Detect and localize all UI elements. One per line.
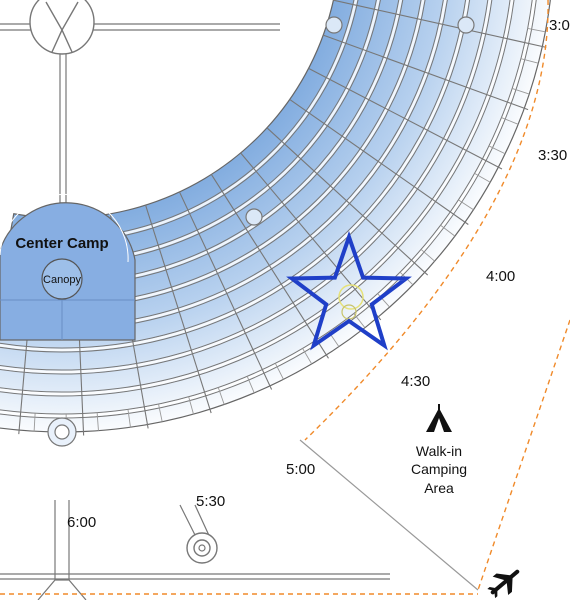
concentric-street bbox=[0, 0, 493, 375]
radial-street bbox=[308, 67, 503, 170]
star-marker-icon[interactable] bbox=[286, 230, 412, 351]
block-divider bbox=[353, 313, 366, 328]
walk-in-line1: Walk-in bbox=[416, 443, 462, 459]
block-divider bbox=[488, 145, 506, 155]
clock-label-300: 3:0 bbox=[549, 17, 570, 34]
block-divider bbox=[512, 88, 530, 95]
concentric-street-fill bbox=[0, 0, 494, 372]
block-divider bbox=[158, 403, 163, 422]
concentric-street bbox=[0, 0, 467, 349]
clock-labels: 3:0 3:30 4:00 4:30 5:00 5:30 6:00 bbox=[67, 17, 570, 531]
tent-icon bbox=[426, 404, 452, 432]
man-base bbox=[29, 0, 95, 55]
block-divider bbox=[420, 249, 436, 262]
block-divider bbox=[33, 413, 36, 432]
block-divider bbox=[217, 387, 225, 405]
walk-in-camping[interactable]: Walk-in Camping Area bbox=[411, 404, 467, 496]
block-divider bbox=[127, 409, 131, 428]
concentric-street-fill bbox=[0, 0, 538, 416]
concentric-street bbox=[0, 0, 515, 397]
block-divider bbox=[274, 363, 284, 380]
clock-label-500: 5:00 bbox=[286, 461, 315, 478]
concentric-street bbox=[0, 0, 489, 371]
clock-label-330: 3:30 bbox=[538, 147, 567, 164]
plaza-300-outer[interactable] bbox=[457, 16, 475, 34]
concentric-street bbox=[0, 0, 537, 419]
radial-street bbox=[333, 0, 547, 48]
canopy-circle[interactable] bbox=[41, 258, 83, 300]
concentric-street-fill bbox=[0, 0, 469, 352]
airplane-icon[interactable] bbox=[483, 563, 524, 600]
clock-label-400: 4:00 bbox=[486, 268, 515, 285]
plaza-300-inner[interactable] bbox=[325, 16, 343, 34]
clock-label-530: 5:30 bbox=[196, 493, 225, 510]
block-divider bbox=[188, 396, 194, 415]
concentric-street bbox=[0, 0, 471, 353]
radial-street bbox=[266, 127, 429, 276]
block-divider bbox=[246, 376, 255, 394]
block-divider bbox=[474, 173, 491, 183]
plaza-430-inner[interactable] bbox=[245, 208, 263, 226]
block-divider bbox=[501, 117, 519, 125]
radial-street bbox=[289, 99, 469, 225]
radial-street bbox=[145, 204, 212, 414]
radial-street bbox=[323, 34, 529, 111]
walk-in-line3: Area bbox=[424, 480, 454, 496]
block-divider bbox=[440, 224, 456, 237]
concentric-street-fill bbox=[0, 0, 516, 394]
concentric-street bbox=[0, 0, 511, 393]
center-camp[interactable]: Center Camp Canopy bbox=[0, 193, 136, 341]
clock-label-600: 6:00 bbox=[67, 514, 96, 531]
plazas bbox=[47, 16, 475, 447]
clock-label-430: 4:30 bbox=[401, 373, 430, 390]
block-divider bbox=[377, 293, 390, 308]
block-divider bbox=[96, 412, 99, 431]
radial-street bbox=[178, 191, 273, 390]
block-divider bbox=[527, 27, 546, 33]
block-divider bbox=[302, 348, 313, 365]
block-divider bbox=[520, 58, 539, 64]
block-divider bbox=[458, 199, 474, 211]
canopy-label: Canopy bbox=[43, 274, 81, 286]
walk-in-line2: Camping bbox=[411, 461, 467, 477]
concentric-street bbox=[0, 0, 533, 415]
radial-street bbox=[240, 152, 382, 321]
temple-site[interactable] bbox=[186, 532, 218, 564]
center-camp-title: Center Camp bbox=[15, 235, 108, 252]
boundary-walls bbox=[299, 439, 479, 591]
radial-street bbox=[210, 174, 329, 359]
